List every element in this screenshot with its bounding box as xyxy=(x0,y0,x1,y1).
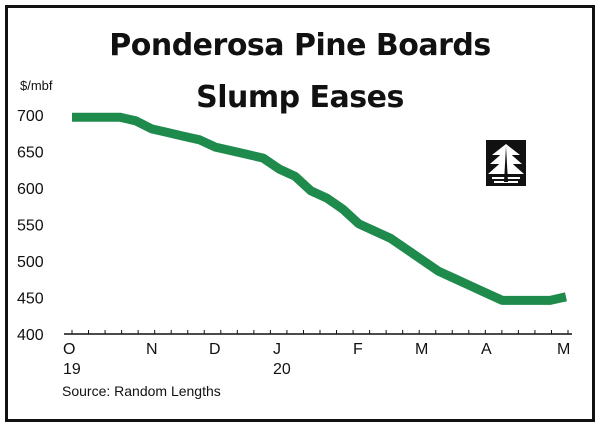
x-tick-label: M xyxy=(415,341,428,358)
chart-frame xyxy=(5,5,595,422)
price-series-line xyxy=(72,112,567,305)
y-tick-label: 550 xyxy=(17,218,44,235)
chart-title-line-2: Slump Eases xyxy=(196,80,404,115)
chart-title-line-1: Ponderosa Pine Boards xyxy=(109,28,491,63)
y-tick-label: 700 xyxy=(17,108,44,125)
x-tick-label: J xyxy=(273,341,281,358)
y-tick-label: 500 xyxy=(17,254,44,271)
x-tick-label: F xyxy=(353,341,363,358)
y-tick-label: 650 xyxy=(17,145,44,162)
y-tick-label: 600 xyxy=(17,181,44,198)
y-axis-unit-label: $/mbf xyxy=(20,78,53,93)
source-note: Source: Random Lengths xyxy=(62,383,221,399)
x-tick-label: M xyxy=(557,341,570,358)
x-tick-label: O xyxy=(63,341,75,358)
pine-tree-logo-icon xyxy=(486,140,526,186)
x-tick-label: A xyxy=(481,341,492,358)
y-tick-label: 450 xyxy=(17,291,44,308)
x-tick-label: D xyxy=(209,341,221,358)
y-tick-label: 400 xyxy=(17,327,44,344)
x-year-label: 19 xyxy=(63,361,81,378)
x-year-label: 20 xyxy=(273,361,291,378)
x-tick-label: N xyxy=(146,341,158,358)
